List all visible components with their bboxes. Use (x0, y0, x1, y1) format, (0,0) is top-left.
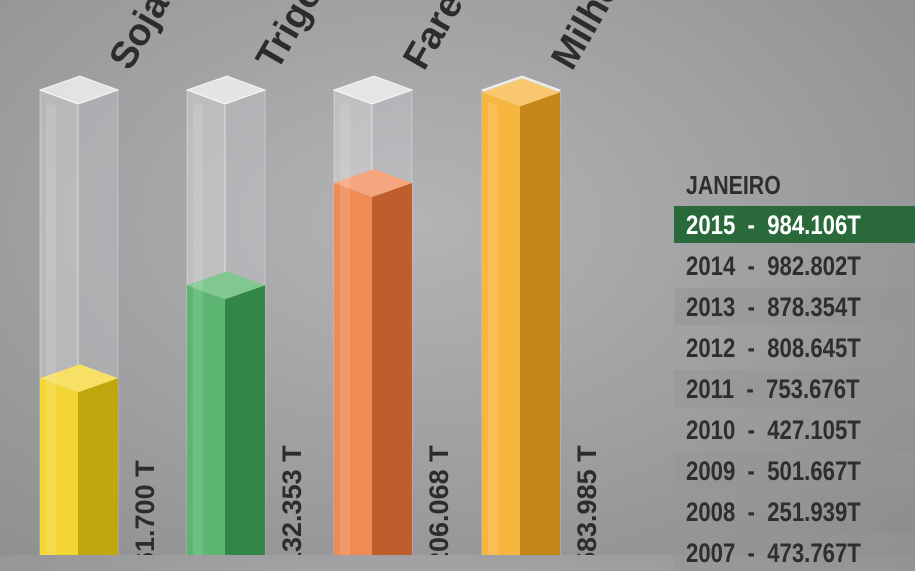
tube-highlight (488, 102, 498, 555)
history-row-text: 2012 - 808.645T (686, 333, 861, 363)
bar-trigo-front (187, 285, 225, 555)
bar-milho-side (520, 92, 560, 555)
history-row-text: 2013 - 878.354T (686, 292, 861, 322)
history-row-2011: 2011 - 753.676T (674, 370, 915, 407)
history-row-text: 2007 - 473.767T (686, 538, 861, 568)
bar-trigo-top (187, 271, 265, 300)
value-label-trigo: 132.353 T (277, 445, 307, 555)
history-row-2009: 2009 - 501.667T (674, 452, 915, 489)
category-label-milho: Milho (543, 0, 629, 77)
history-row-2008: 2008 - 251.939T (674, 493, 915, 530)
tube-highlight (193, 102, 203, 555)
history-row-text: 2011 - 753.676T (686, 374, 860, 404)
bar-farelo-front (334, 183, 372, 555)
bar-milho-front (482, 92, 520, 555)
bar-trigo-side (225, 285, 265, 555)
history-row-text: 2015 - 984.106T (686, 210, 861, 240)
tube-cap (38, 75, 120, 105)
bar-soja-front (40, 378, 78, 555)
history-row-2013: 2013 - 878.354T (674, 288, 915, 325)
value-label-milho: 583.985 T (572, 445, 602, 555)
bar-soja-side (78, 378, 118, 555)
tube-cap (185, 75, 267, 105)
panel-title: JANEIRO (686, 170, 781, 200)
history-row-2007: 2007 - 473.767T (674, 534, 915, 571)
category-label-farelo: Farel (395, 0, 477, 76)
bar-milho-top (482, 78, 560, 107)
history-row-2010: 2010 - 427.105T (674, 411, 915, 448)
history-row-text: 2010 - 427.105T (686, 415, 861, 445)
history-row-text: 2008 - 251.939T (686, 497, 861, 527)
bar-soja-top (40, 364, 118, 393)
history-row-2015: 2015 - 984.106T (674, 206, 915, 243)
tube-cap (332, 75, 414, 105)
category-label-soja: Soja (101, 0, 178, 77)
bar-chart: Soja 61.700 T Trigo 132.353 T Farel 206.068 T… (38, 0, 629, 555)
tube-highlight (340, 102, 350, 555)
history-row-text: 2009 - 501.667T (686, 456, 861, 486)
value-label-soja: 61.700 T (130, 460, 160, 555)
history-row-2012: 2012 - 808.645T (674, 329, 915, 366)
tube-highlight (46, 102, 56, 555)
history-row-2014: 2014 - 982.802T (674, 247, 915, 284)
value-label-farelo: 206.068 T (424, 445, 454, 555)
bar-farelo-top (334, 169, 412, 197)
bar-farelo-side (372, 183, 412, 555)
category-label-trigo: Trigo (248, 0, 331, 77)
history-row-text: 2014 - 982.802T (686, 251, 861, 281)
